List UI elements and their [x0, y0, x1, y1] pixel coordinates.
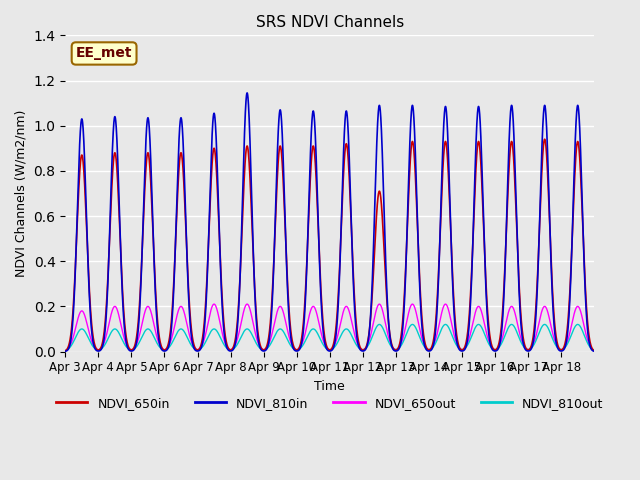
Text: EE_met: EE_met: [76, 47, 132, 60]
X-axis label: Time: Time: [314, 380, 345, 393]
Legend: NDVI_650in, NDVI_810in, NDVI_650out, NDVI_810out: NDVI_650in, NDVI_810in, NDVI_650out, NDV…: [51, 392, 609, 415]
Y-axis label: NDVI Channels (W/m2/nm): NDVI Channels (W/m2/nm): [15, 110, 28, 277]
Title: SRS NDVI Channels: SRS NDVI Channels: [255, 15, 404, 30]
